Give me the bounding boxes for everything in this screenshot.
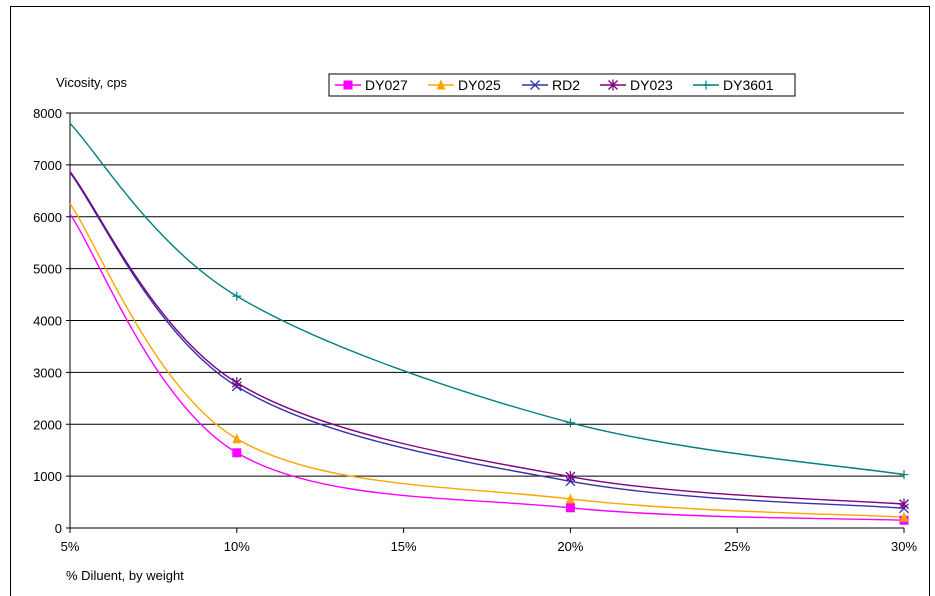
data-point-dy023 bbox=[899, 498, 909, 510]
data-point-dy025 bbox=[565, 493, 575, 504]
x-tick-label: 20% bbox=[557, 539, 583, 554]
data-point-dy3601 bbox=[565, 418, 575, 428]
y-tick-label: 4000 bbox=[33, 314, 62, 329]
y-tick-label: 3000 bbox=[33, 365, 62, 380]
legend-marker-rd2 bbox=[530, 80, 540, 90]
legend-box bbox=[328, 73, 796, 97]
legend-label-dy025: DY025 bbox=[458, 77, 501, 93]
x-tick-label: 15% bbox=[391, 539, 417, 554]
y-tick-label: 8000 bbox=[33, 106, 62, 121]
x-tick-labels: 5% 10% 15% 20% 25% 30% bbox=[61, 539, 918, 554]
data-point-dy023 bbox=[231, 377, 242, 389]
series-line-dy023 bbox=[69, 171, 905, 505]
viscosity-chart: 0 1000 2000 3000 4000 5000 6000 7000 8000 5% 10% 1… bbox=[33, 73, 918, 583]
x-tick-label: 30% bbox=[891, 539, 917, 554]
x-axis-label: % Diluent, by weight bbox=[66, 568, 184, 583]
data-point-dy3601 bbox=[899, 470, 909, 480]
axes bbox=[66, 112, 905, 533]
series-line-dy3601 bbox=[69, 122, 905, 476]
legend-marker-dy023 bbox=[608, 79, 618, 91]
legend-marker-dy025 bbox=[436, 79, 446, 90]
series-markers bbox=[231, 291, 909, 525]
y-tick-label: 7000 bbox=[33, 158, 62, 173]
data-point-dy3601 bbox=[232, 291, 242, 301]
series-lines bbox=[69, 122, 905, 521]
x-tick-label: 25% bbox=[724, 539, 750, 554]
series-line-rd2 bbox=[69, 172, 905, 509]
legend: DY027 DY025 RD2 DY023 DY3601 bbox=[328, 73, 796, 97]
x-tick-label: 10% bbox=[224, 539, 250, 554]
legend-label-dy027: DY027 bbox=[365, 77, 408, 93]
y-tick-label: 2000 bbox=[33, 417, 62, 432]
series-line-dy025 bbox=[69, 203, 905, 518]
y-tick-label: 5000 bbox=[33, 262, 62, 277]
legend-marker-dy3601 bbox=[701, 80, 711, 90]
x-tick-label: 5% bbox=[61, 539, 80, 554]
series-line-dy027 bbox=[69, 213, 905, 521]
y-tick-label: 6000 bbox=[33, 210, 62, 225]
y-tick-label: 0 bbox=[55, 521, 62, 536]
data-point-dy025 bbox=[899, 511, 909, 522]
y-tick-labels: 0 1000 2000 3000 4000 5000 6000 7000 8000 bbox=[33, 106, 62, 536]
data-point-dy025 bbox=[232, 433, 242, 444]
legend-label-dy3601: DY3601 bbox=[723, 77, 774, 93]
data-point-dy027 bbox=[232, 448, 242, 458]
legend-label-rd2: RD2 bbox=[552, 77, 580, 93]
y-axis-label: Vicosity, cps bbox=[56, 75, 128, 90]
chart-frame: 0 1000 2000 3000 4000 5000 6000 7000 8000 5% 10% 1… bbox=[10, 6, 930, 596]
gridlines bbox=[70, 112, 904, 477]
data-point-dy027 bbox=[565, 503, 575, 513]
data-point-dy023 bbox=[565, 471, 576, 483]
legend-marker-dy027 bbox=[343, 80, 353, 90]
y-tick-label: 1000 bbox=[33, 469, 62, 484]
legend-label-dy023: DY023 bbox=[630, 77, 673, 93]
